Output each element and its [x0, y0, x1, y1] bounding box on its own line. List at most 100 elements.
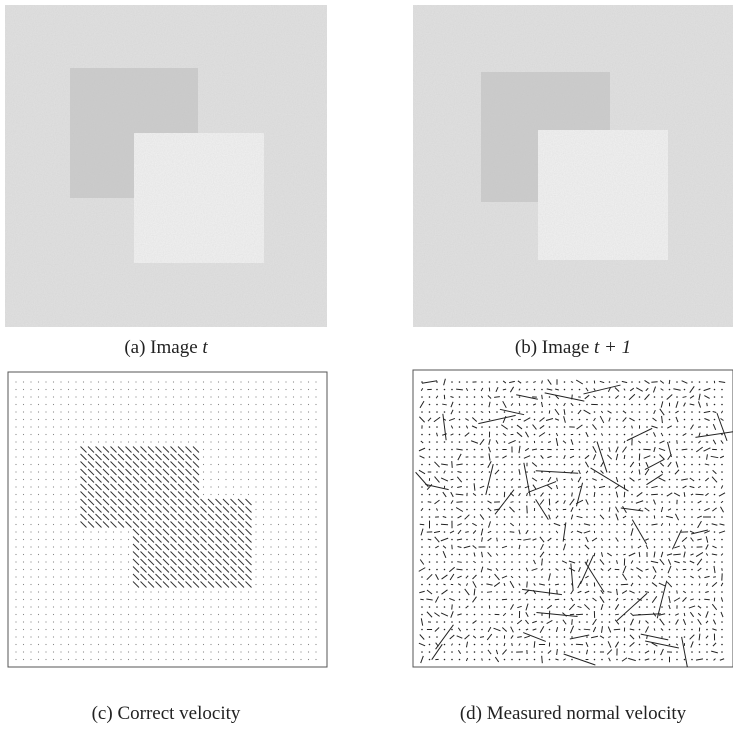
- velocity-dot: [128, 651, 129, 652]
- velocity-dot: [293, 396, 294, 397]
- velocity-dot: [315, 584, 316, 585]
- velocity-dot: [429, 396, 431, 398]
- velocity-dot: [68, 576, 69, 577]
- velocity-dot: [150, 411, 151, 412]
- velocity-dot: [436, 494, 438, 496]
- velocity-needle: [540, 418, 545, 422]
- velocity-needle: [690, 612, 693, 617]
- velocity-needle: [118, 499, 124, 505]
- velocity-dot: [53, 569, 54, 570]
- velocity-needle: [171, 537, 177, 543]
- velocity-dot: [248, 614, 249, 615]
- velocity-dot: [691, 441, 693, 443]
- velocity-dot: [300, 486, 301, 487]
- velocity-needle: [594, 388, 595, 390]
- velocity-dot: [135, 441, 136, 442]
- velocity-needle: [186, 447, 192, 453]
- velocity-needle: [495, 657, 498, 662]
- velocity-needle: [193, 537, 199, 543]
- velocity-needle: [442, 434, 447, 435]
- velocity-dot: [30, 629, 31, 630]
- velocity-dot: [639, 539, 641, 541]
- velocity-needle: [216, 552, 222, 558]
- velocity-needle: [186, 567, 192, 573]
- velocity-dot: [270, 531, 271, 532]
- velocity-dot: [165, 629, 166, 630]
- velocity-dot: [564, 426, 566, 428]
- velocity-needle: [231, 537, 237, 543]
- velocity-dot: [451, 539, 453, 541]
- velocity-needle: [714, 659, 716, 661]
- velocity-dot: [586, 636, 588, 638]
- velocity-needle: [697, 559, 702, 565]
- velocity-dot: [631, 411, 633, 413]
- velocity-dot: [188, 599, 189, 600]
- velocity-needle: [111, 499, 117, 505]
- velocity-needle: [148, 574, 154, 580]
- velocity-dot: [135, 434, 136, 435]
- velocity-dot: [68, 546, 69, 547]
- velocity-dot: [68, 606, 69, 607]
- velocity-needle: [171, 559, 177, 565]
- velocity-dot: [706, 569, 708, 571]
- velocity-needle: [569, 604, 574, 610]
- velocity-needle: [609, 404, 611, 405]
- velocity-dot: [218, 644, 219, 645]
- velocity-needle: [571, 478, 572, 480]
- velocity-dot: [285, 561, 286, 562]
- velocity-dot: [45, 404, 46, 405]
- velocity-dot: [120, 569, 121, 570]
- velocity-dot: [654, 471, 656, 473]
- velocity-dot: [429, 561, 431, 563]
- velocity-needle: [201, 499, 207, 505]
- velocity-dot: [571, 546, 573, 548]
- velocity-dot: [203, 449, 204, 450]
- velocity-needle: [96, 469, 102, 475]
- velocity-needle: [636, 501, 643, 504]
- velocity-dot: [308, 524, 309, 525]
- velocity-needle: [579, 470, 581, 474]
- velocity-dot: [616, 426, 618, 428]
- velocity-needle: [88, 469, 94, 475]
- velocity-dot: [75, 456, 76, 457]
- velocity-needle: [444, 379, 446, 385]
- velocity-dot: [534, 524, 536, 526]
- velocity-needle: [511, 569, 513, 570]
- velocity-needle: [675, 514, 678, 520]
- velocity-needle: [601, 411, 602, 413]
- velocity-dot: [15, 494, 16, 495]
- velocity-needle: [616, 447, 618, 453]
- velocity-dot: [466, 524, 468, 526]
- velocity-needle: [443, 414, 446, 440]
- velocity-dot: [315, 486, 316, 487]
- velocity-dot: [639, 411, 641, 413]
- velocity-needle: [711, 456, 719, 457]
- velocity-needle: [473, 561, 475, 562]
- velocity-dot: [654, 606, 656, 608]
- velocity-needle: [564, 416, 566, 423]
- velocity-needle: [713, 411, 717, 412]
- velocity-dot: [158, 396, 159, 397]
- velocity-dot: [53, 621, 54, 622]
- velocity-needle: [133, 454, 139, 460]
- velocity-dot: [30, 381, 31, 382]
- velocity-dot: [68, 561, 69, 562]
- velocity-needle: [519, 644, 520, 646]
- velocity-dot: [128, 621, 129, 622]
- velocity-dot: [661, 486, 663, 488]
- velocity-needle: [126, 469, 132, 475]
- velocity-needle: [96, 447, 102, 453]
- velocity-needle: [481, 412, 483, 413]
- velocity-dot: [68, 426, 69, 427]
- velocity-dot: [23, 524, 24, 525]
- velocity-needle: [712, 477, 717, 483]
- velocity-dot: [263, 584, 264, 585]
- velocity-needle: [473, 493, 476, 495]
- velocity-needle: [572, 395, 573, 400]
- velocity-dot: [173, 636, 174, 637]
- velocity-dot: [429, 584, 431, 586]
- velocity-dot: [300, 494, 301, 495]
- velocity-needle: [471, 441, 478, 443]
- velocity-dot: [68, 501, 69, 502]
- velocity-needle: [607, 455, 611, 459]
